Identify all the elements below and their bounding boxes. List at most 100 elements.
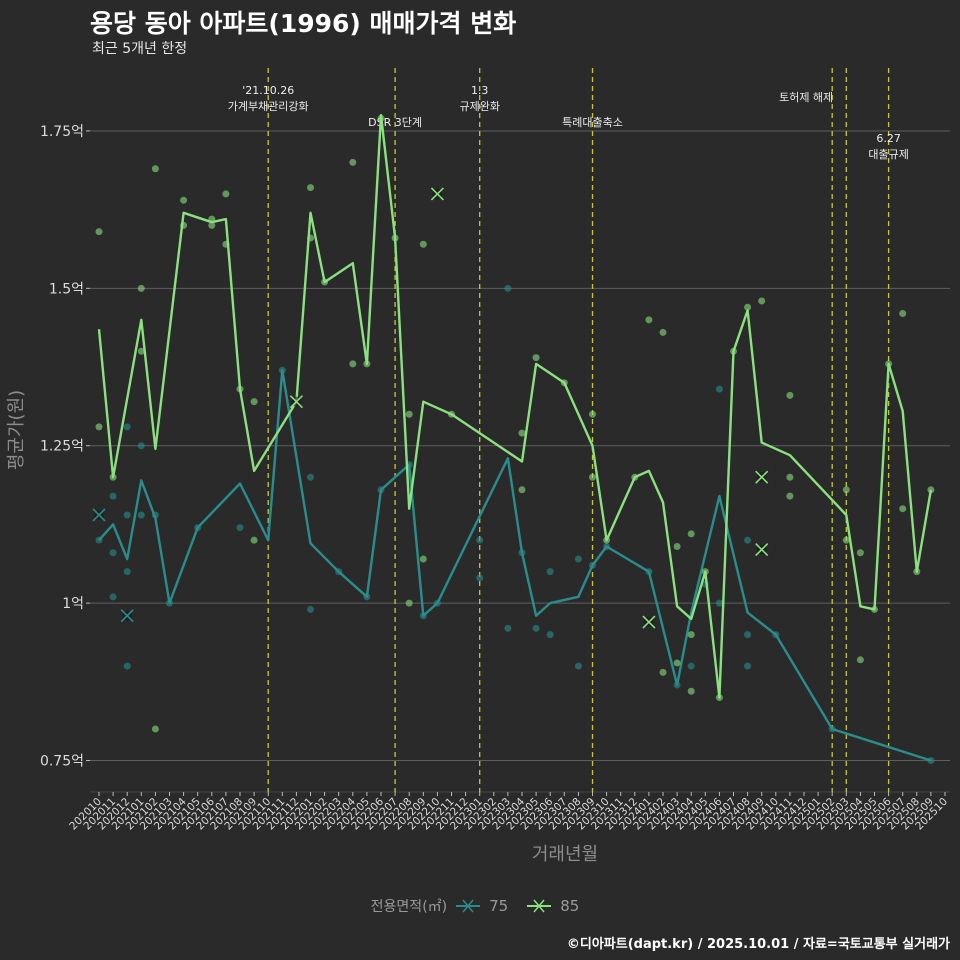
source-caption: ©디아파트(dapt.kr) / 2025.10.01 / 자료=국토교통부 실… bbox=[566, 937, 950, 952]
event-label: 대출규제 bbox=[868, 148, 908, 161]
series-75-point bbox=[476, 536, 484, 544]
legend: 전용면적(㎡) 75 85 bbox=[0, 896, 960, 916]
series-75-point bbox=[123, 423, 131, 431]
series-85-point bbox=[180, 196, 188, 204]
event-label: DSR 3단계 bbox=[368, 116, 422, 129]
series-85-point bbox=[899, 310, 907, 318]
series-85-point bbox=[744, 303, 752, 311]
event-label: 토허제 해제 bbox=[779, 90, 833, 104]
series-85-point bbox=[250, 536, 258, 544]
x-axis-title: 거래년월 bbox=[532, 844, 598, 865]
series-75-point bbox=[476, 574, 484, 582]
series-85-point bbox=[589, 473, 596, 481]
series-85-point bbox=[786, 391, 794, 399]
series-85-point bbox=[645, 316, 653, 324]
series-85-point bbox=[687, 530, 695, 538]
series-85-point bbox=[856, 656, 864, 664]
series-75-point bbox=[109, 593, 117, 601]
series-75-point bbox=[532, 624, 540, 632]
series-75-point bbox=[574, 662, 582, 670]
series-75-point bbox=[546, 631, 554, 639]
y-axis-title: 평균가(원) bbox=[6, 390, 27, 470]
series-85-point bbox=[518, 429, 526, 437]
series-75-point bbox=[123, 511, 131, 519]
series-75-point bbox=[137, 442, 145, 450]
legend-label-75: 75 bbox=[489, 897, 509, 915]
series-75-point bbox=[109, 549, 117, 557]
series-85-point bbox=[842, 486, 850, 494]
series-75-point bbox=[715, 385, 723, 393]
series-85-point bbox=[405, 599, 413, 607]
series-85-point bbox=[659, 328, 667, 336]
series-85-point bbox=[137, 284, 145, 292]
series-85-point bbox=[419, 555, 427, 563]
series-75-point bbox=[504, 284, 512, 292]
y-tick-label: 1.5억 bbox=[49, 281, 84, 297]
series-75-point bbox=[715, 599, 723, 607]
series-85-point bbox=[786, 492, 794, 500]
series-75-point bbox=[137, 511, 145, 519]
series-85-cross bbox=[755, 543, 769, 557]
series-85-point bbox=[659, 668, 667, 676]
series-75-point bbox=[744, 631, 752, 639]
series-85-cross bbox=[289, 395, 303, 409]
series-85-point bbox=[758, 297, 766, 305]
legend-key-85 bbox=[527, 899, 552, 913]
series-85-point bbox=[856, 549, 864, 557]
series-75-point bbox=[574, 555, 582, 563]
series-75-point bbox=[307, 605, 314, 613]
series-85-point bbox=[899, 505, 907, 513]
series-85-point bbox=[518, 486, 526, 494]
series-85-point bbox=[673, 659, 681, 667]
event-label: 규제완화 bbox=[459, 100, 499, 113]
series-85-point bbox=[842, 536, 850, 544]
legend-title: 전용면적(㎡) bbox=[370, 899, 448, 915]
series-85-point bbox=[405, 410, 413, 418]
legend-label-85: 85 bbox=[560, 897, 580, 915]
series-85-point bbox=[532, 354, 540, 362]
series-85-point bbox=[95, 423, 103, 431]
series-85-point bbox=[349, 360, 357, 368]
y-tick-label: 1.75억 bbox=[40, 124, 84, 140]
chart-subtitle: 최근 5개년 한정 bbox=[92, 41, 188, 57]
series-85-point bbox=[95, 228, 103, 236]
series-75-cross bbox=[120, 609, 134, 623]
series-75-point bbox=[123, 662, 131, 670]
series-75-point bbox=[109, 492, 117, 500]
chart-title: 용당 동아 아파트(1996) 매매가격 변화 bbox=[90, 9, 517, 38]
y-tick-label: 1.25억 bbox=[40, 439, 84, 455]
series-85-point bbox=[222, 190, 230, 198]
series-85-point bbox=[307, 184, 314, 192]
series-75-point bbox=[546, 568, 554, 576]
series-85-cross bbox=[430, 187, 444, 201]
series-75-point bbox=[744, 662, 752, 670]
event-label: 6.27 bbox=[876, 132, 901, 145]
series-85-point bbox=[786, 473, 794, 481]
series-75-point bbox=[307, 473, 314, 481]
y-tick-label: 1억 bbox=[62, 596, 84, 612]
series-85-point bbox=[250, 398, 258, 406]
series-85-cross bbox=[642, 615, 656, 629]
series-75-cross bbox=[92, 508, 106, 522]
series-85-point bbox=[208, 221, 216, 229]
event-label: 1.3 bbox=[471, 84, 489, 97]
event-label: '21.10.26 bbox=[242, 84, 294, 97]
series-85-point bbox=[589, 410, 596, 418]
series-85-point bbox=[137, 347, 145, 355]
y-tick-label: 0.75억 bbox=[40, 754, 84, 770]
series-85-point bbox=[687, 631, 695, 639]
series-85-point bbox=[151, 165, 159, 173]
series-85-point bbox=[419, 240, 427, 248]
series-85-point bbox=[349, 158, 357, 166]
series-75-point bbox=[744, 536, 752, 544]
series-75-line bbox=[98, 369, 932, 762]
series-75-point bbox=[504, 624, 512, 632]
series-75-point bbox=[687, 662, 695, 670]
series-75-point bbox=[123, 568, 131, 576]
series-85-line bbox=[97, 114, 933, 699]
series-85-point bbox=[673, 542, 681, 550]
series-85-point bbox=[687, 687, 695, 695]
event-label: 가계부채관리강화 bbox=[228, 100, 309, 113]
event-label: 특례대출축소 bbox=[562, 116, 623, 129]
